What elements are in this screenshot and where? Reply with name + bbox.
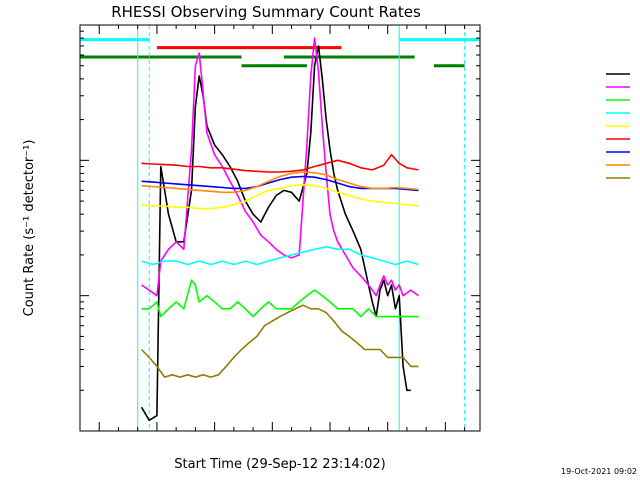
series-line-0 [140,45,411,422]
series-line-4 [141,184,419,210]
series-line-2 [141,279,419,318]
series-line-7 [141,171,419,194]
legend [606,73,630,179]
x-axis-label: Start Time (29-Sep-12 23:14:02) [174,457,385,472]
plot-frame [79,24,481,432]
y-axis [80,24,480,432]
series-lines [140,37,419,422]
series-line-1 [141,37,419,297]
flag-bars [80,38,480,68]
vertical-markers [137,25,466,431]
footer-timestamp: 19-Oct-2021 09:02 [561,467,637,476]
x-axis [79,25,466,431]
y-axis-label: Count Rate (s⁻¹ detector⁻¹) [22,140,37,317]
series-line-5 [141,153,419,173]
series-line-8 [140,304,419,378]
series-line-3 [141,245,419,266]
chart-title: RHESSI Observing Summary Count Rates [111,3,421,21]
